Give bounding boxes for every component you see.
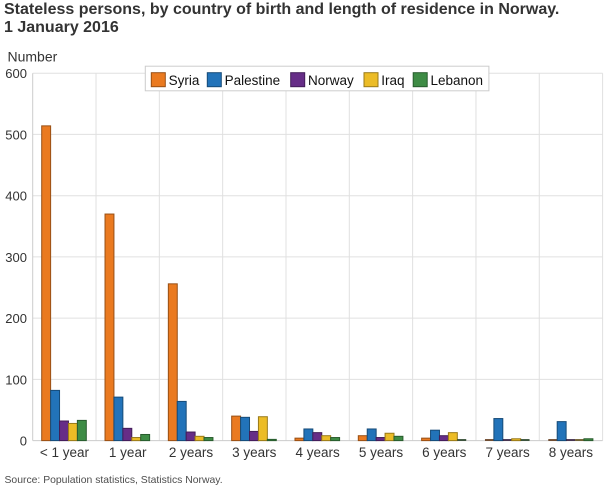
svg-text:100: 100 <box>5 372 27 387</box>
svg-text:300: 300 <box>5 250 27 265</box>
svg-text:Stateless persons, by country: Stateless persons, by country of birth a… <box>4 1 559 18</box>
svg-text:5 years: 5 years <box>359 445 404 460</box>
svg-text:Source: Population statistics,: Source: Population statistics, Statistic… <box>5 475 223 486</box>
svg-text:< 1 year: < 1 year <box>40 445 90 460</box>
svg-text:2 years: 2 years <box>169 445 214 460</box>
svg-text:7 years: 7 years <box>485 445 530 460</box>
svg-text:Syria: Syria <box>169 73 200 88</box>
svg-text:0: 0 <box>20 434 27 449</box>
svg-text:1 January 2016: 1 January 2016 <box>4 19 119 36</box>
svg-text:8 years: 8 years <box>549 445 594 460</box>
svg-text:Number: Number <box>8 49 58 65</box>
svg-text:Lebanon: Lebanon <box>431 73 484 88</box>
svg-text:Iraq: Iraq <box>381 73 404 88</box>
svg-text:3 years: 3 years <box>232 445 277 460</box>
svg-text:200: 200 <box>5 311 27 326</box>
svg-text:4 years: 4 years <box>295 445 340 460</box>
svg-text:500: 500 <box>5 127 27 142</box>
svg-text:1 year: 1 year <box>109 445 147 460</box>
svg-text:400: 400 <box>5 189 27 204</box>
svg-text:Palestine: Palestine <box>225 73 281 88</box>
svg-text:Norway: Norway <box>308 73 354 88</box>
svg-text:600: 600 <box>5 66 27 81</box>
svg-text:6 years: 6 years <box>422 445 467 460</box>
